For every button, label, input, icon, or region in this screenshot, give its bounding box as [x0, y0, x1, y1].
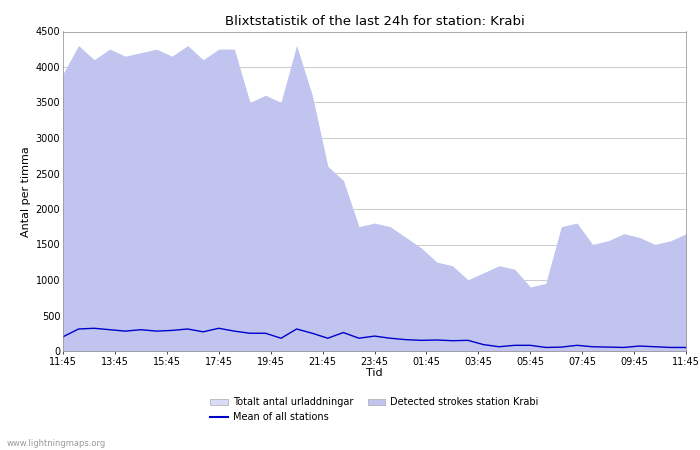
- X-axis label: Tid: Tid: [366, 368, 383, 378]
- Y-axis label: Antal per timma: Antal per timma: [21, 146, 32, 237]
- Text: www.lightningmaps.org: www.lightningmaps.org: [7, 439, 106, 448]
- Legend: Totalt antal urladdningar, Mean of all stations, Detected strokes station Krabi: Totalt antal urladdningar, Mean of all s…: [211, 397, 538, 422]
- Title: Blixtstatistik of the last 24h for station: Krabi: Blixtstatistik of the last 24h for stati…: [225, 14, 524, 27]
